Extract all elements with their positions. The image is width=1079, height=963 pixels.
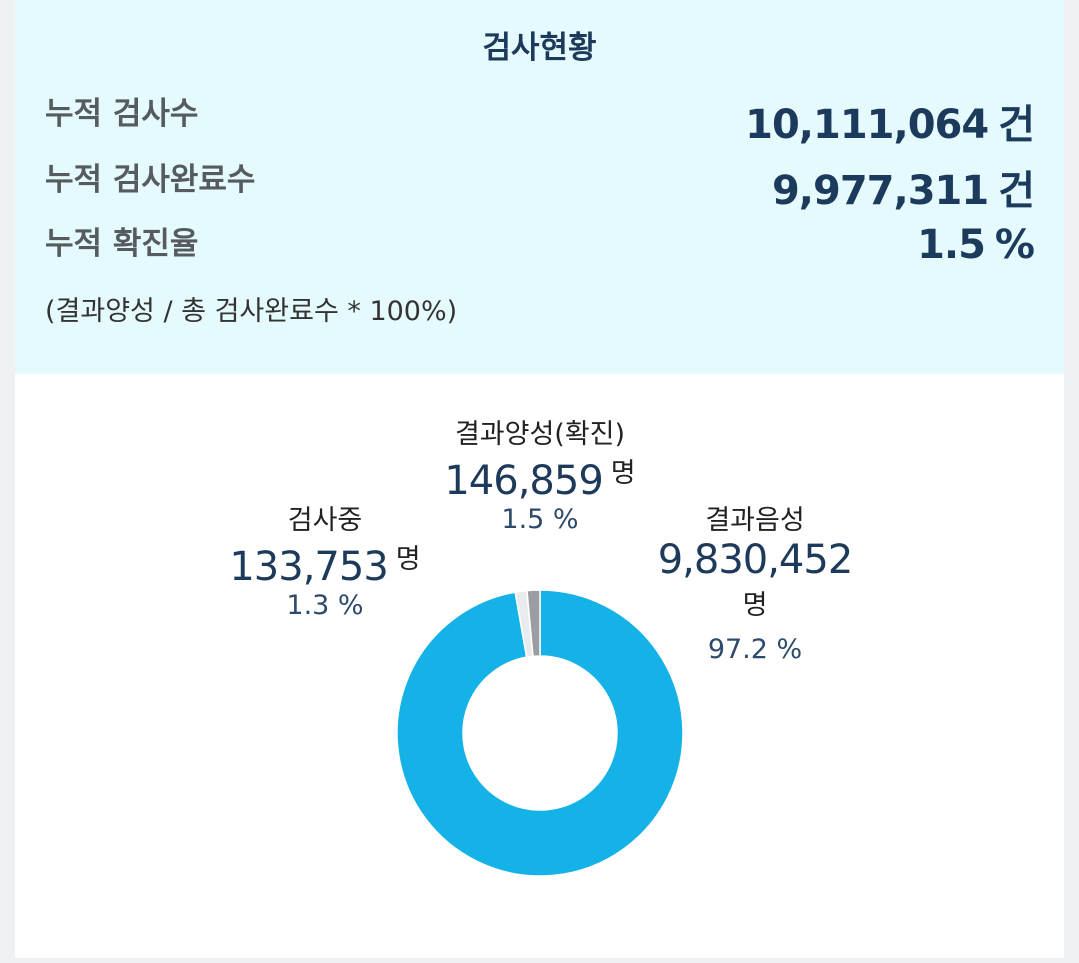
category-negative-name: 결과음성: [705, 505, 805, 536]
chart-area: 결과양성(확진) 146,859 명 1.5 % 검사중 133,753 명 1.3…: [15, 374, 1064, 958]
category-testing: 검사중 133,753 명 1.3 %: [195, 498, 455, 621]
category-positive-unit: 명: [610, 458, 636, 489]
completed-tests-number: 9,977,311: [771, 168, 989, 214]
category-positive-pct: 1.5 %: [501, 504, 579, 535]
category-positive-count: 146,859: [444, 458, 603, 504]
category-testing-pct: 1.3 %: [286, 590, 364, 621]
total-tests-number: 10,111,064: [745, 102, 989, 148]
positive-rate-number: 1.5: [917, 222, 986, 268]
category-testing-unit: 명: [395, 544, 421, 575]
positive-rate-formula: (결과양성 / 총 검사완료수 * 100%): [45, 296, 458, 327]
test-result-donut-chart: [396, 589, 684, 877]
category-positive-name: 결과양성(확진): [454, 419, 626, 450]
category-negative-count: 9,830,452: [657, 537, 854, 583]
category-testing-count: 133,753: [229, 544, 388, 590]
category-negative-unit: 명: [742, 590, 768, 621]
category-negative: 결과음성 9,830,452 명 97.2 %: [625, 498, 885, 665]
positive-rate-label: 누적 확진율: [45, 226, 199, 262]
total-tests-label: 누적 검사수: [45, 96, 199, 132]
completed-tests-label: 누적 검사완료수: [45, 162, 256, 198]
completed-tests-unit: 건: [998, 168, 1035, 214]
test-status-panel: 검사현황 누적 검사수 10,111,064 건 누적 검사완료수 9,977,3…: [15, 0, 1064, 958]
positive-rate-unit: %: [994, 222, 1035, 268]
category-positive: 결과양성(확진) 146,859 명 1.5 %: [405, 412, 675, 535]
donut-slice-1: [396, 589, 684, 877]
donut-slice-3: [526, 589, 541, 658]
positive-rate-value: 1.5%: [917, 222, 1035, 268]
total-tests-unit: 건: [998, 102, 1035, 148]
summary-box: 검사현황 누적 검사수 10,111,064 건 누적 검사완료수 9,977,3…: [15, 0, 1064, 374]
total-tests-value: 10,111,064 건: [745, 92, 1035, 150]
category-negative-pct: 97.2 %: [707, 634, 803, 665]
summary-title: 검사현황: [482, 30, 597, 66]
category-testing-name: 검사중: [287, 505, 363, 536]
completed-tests-value: 9,977,311 건: [771, 158, 1035, 216]
